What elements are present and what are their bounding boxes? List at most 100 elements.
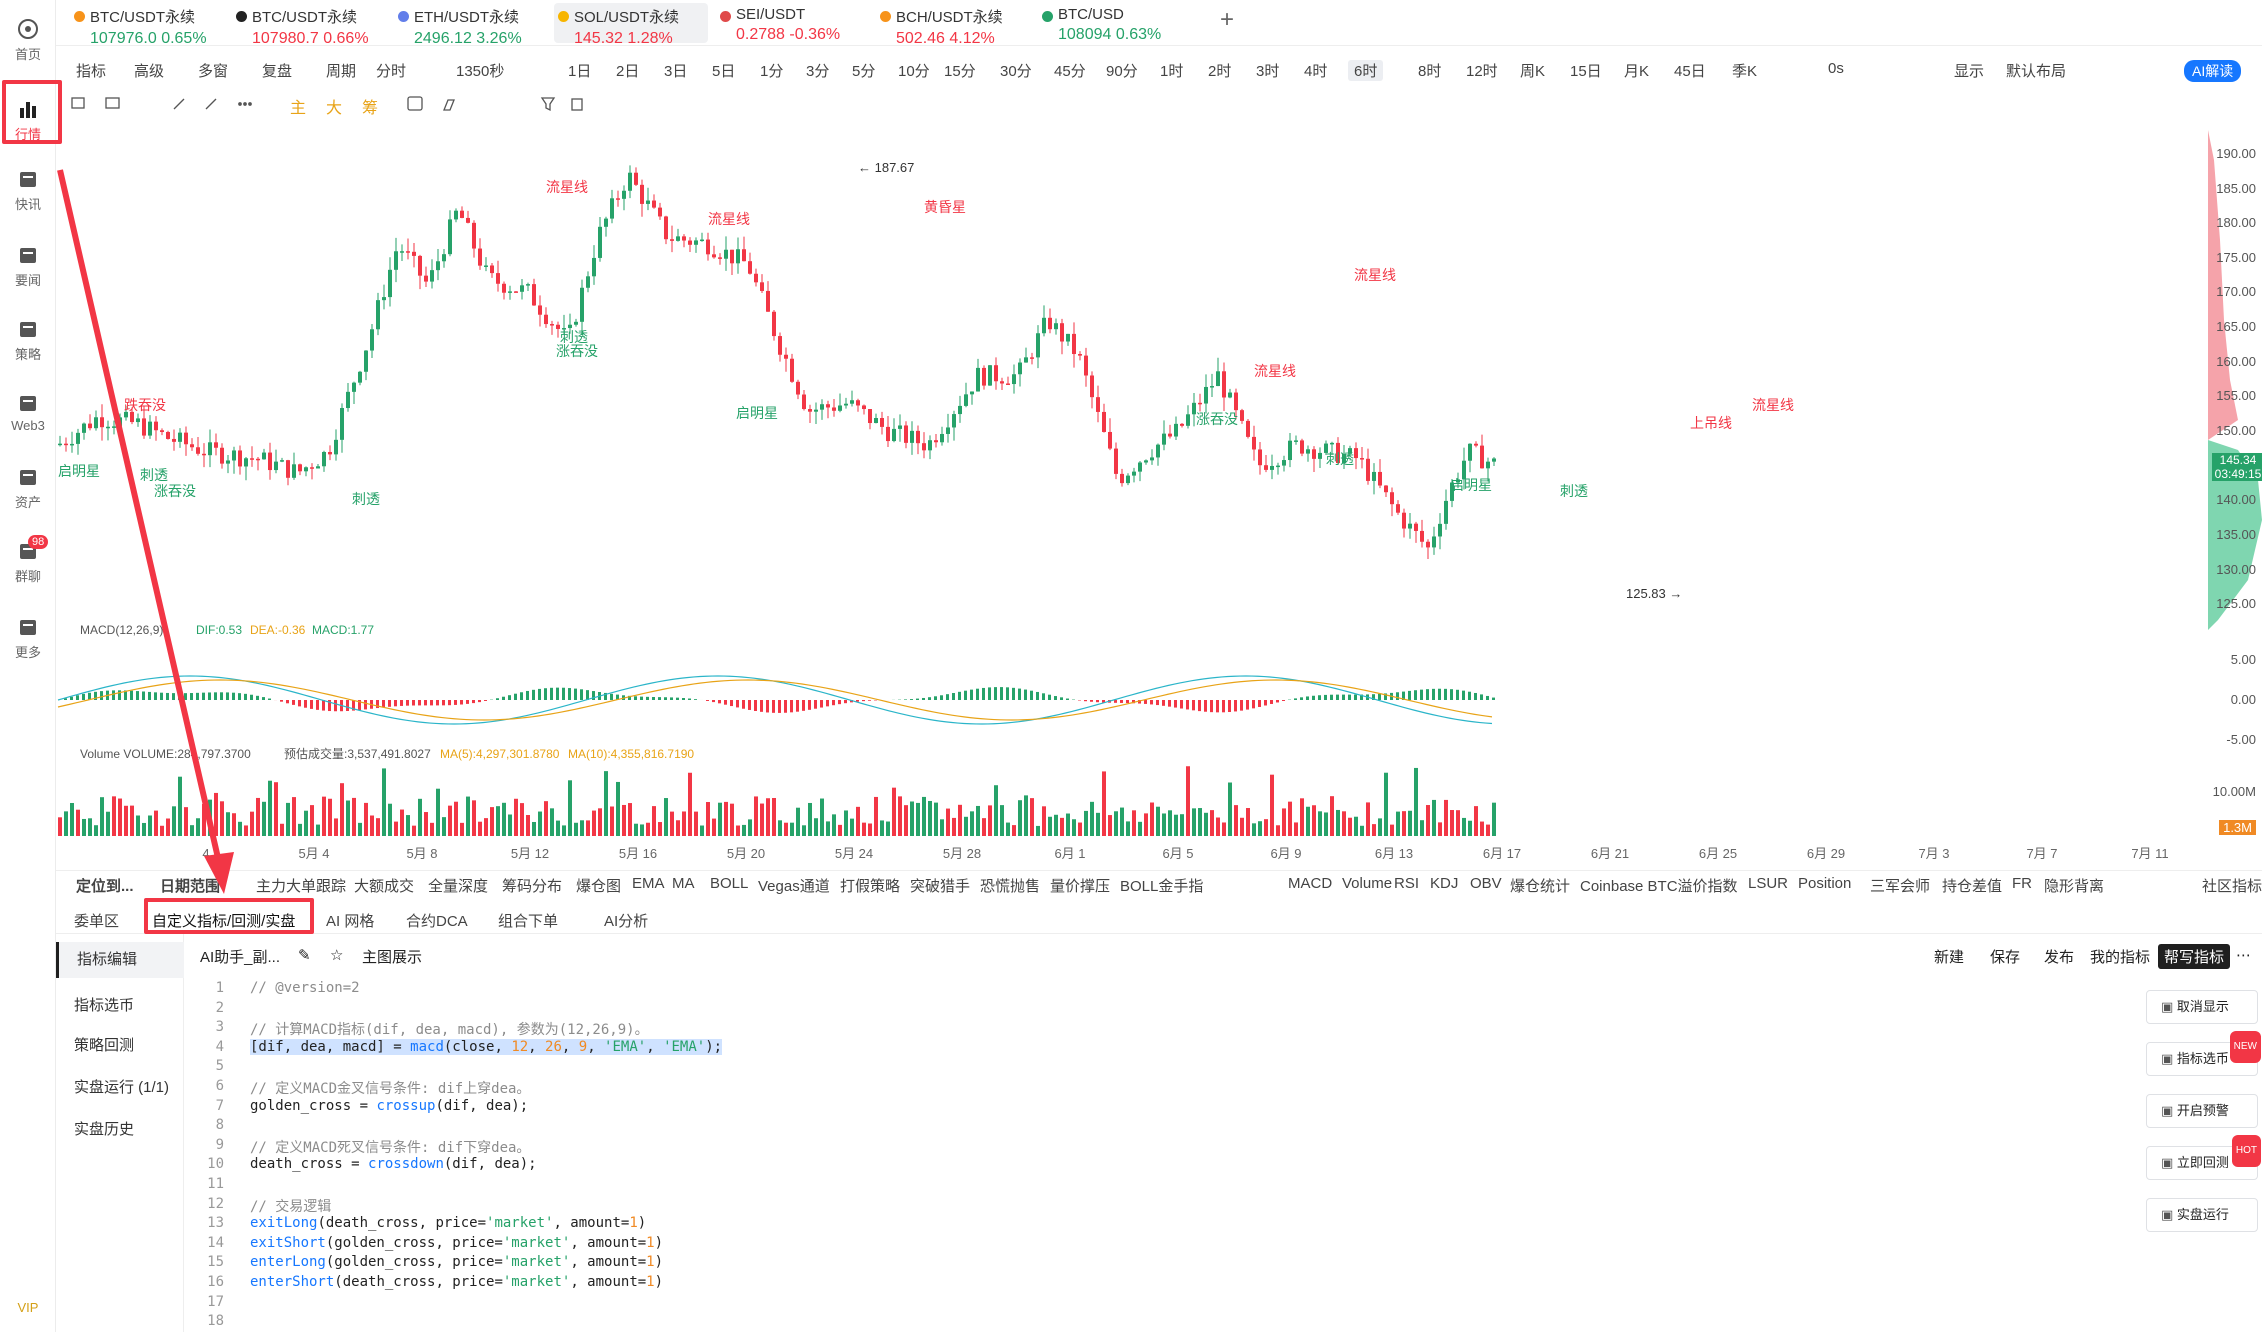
- toolbar-item[interactable]: 6时: [1348, 60, 1384, 81]
- code-line[interactable]: // @version=2: [250, 980, 360, 996]
- code-line[interactable]: // 交易逻辑: [250, 1196, 331, 1216]
- toolbar-item[interactable]: 2时: [1208, 63, 1232, 80]
- indicator-tab[interactable]: 全量深度: [428, 878, 489, 895]
- indicator-tab[interactable]: 量价撑压: [1050, 878, 1111, 895]
- editor-side-button[interactable]: ▣ 取消显示: [2146, 990, 2258, 1024]
- code-line[interactable]: // 计算MACD指标(dif, dea, macd), 参数为(12,26,9…: [250, 1019, 649, 1039]
- code-line[interactable]: enterLong(golden_cross, price='market', …: [250, 1254, 663, 1270]
- star-icon[interactable]: ☆: [330, 947, 344, 964]
- sub-indicator-tab[interactable]: Volume: [1342, 875, 1393, 892]
- toolbar-item[interactable]: 月K: [1624, 63, 1650, 80]
- editor-action[interactable]: 新建: [1934, 949, 1965, 966]
- toolbar-item[interactable]: 3时: [1256, 63, 1280, 80]
- sub-indicator-tab[interactable]: Position: [1798, 875, 1852, 892]
- ticker-tab[interactable]: ETH/USDT永续 2496.12 3.26%: [394, 3, 548, 47]
- toolbar-item[interactable]: 1时: [1160, 63, 1184, 80]
- nav-item-3[interactable]: 要闻: [0, 236, 56, 302]
- toolbar-item[interactable]: 1日: [568, 63, 592, 80]
- toolbar-item[interactable]: 1分: [760, 63, 784, 80]
- ticker-tab[interactable]: BTC/USDT永续 107980.7 0.66%: [232, 3, 386, 47]
- nav-item-4[interactable]: 策略: [0, 310, 56, 376]
- ticker-tab[interactable]: BTC/USD 108094 0.63%: [1038, 3, 1192, 43]
- indicator-tab[interactable]: EMA: [632, 875, 665, 892]
- code-line[interactable]: golden_cross = crossup(dif, dea);: [250, 1098, 528, 1114]
- code-line[interactable]: death_cross = crossdown(dif, dea);: [250, 1156, 537, 1172]
- editor-action[interactable]: 发布: [2044, 949, 2075, 966]
- sub-indicator-tab[interactable]: KDJ: [1430, 875, 1459, 892]
- toolbar-item[interactable]: 15分: [944, 63, 976, 80]
- toolbar-item[interactable]: 高级: [134, 63, 165, 80]
- strategy-menu-item[interactable]: 实盘运行 (1/1): [74, 1079, 170, 1096]
- toolbar-item[interactable]: 45日: [1674, 63, 1706, 80]
- bottom-tab[interactable]: 委单区: [74, 913, 120, 930]
- toolbar-right-item[interactable]: 显示: [1954, 63, 1985, 80]
- toolbar-item[interactable]: 3日: [664, 63, 688, 80]
- strategy-menu-item[interactable]: 指标编辑: [56, 942, 184, 978]
- ai-explain-button[interactable]: AI解读: [2184, 60, 2242, 82]
- toolbar-item[interactable]: 多窗: [198, 63, 229, 80]
- bottom-tab[interactable]: AI分析: [604, 913, 649, 930]
- strategy-menu-item[interactable]: 策略回测: [74, 1037, 135, 1054]
- drawing-tool-icons[interactable]: [56, 92, 876, 116]
- indicator-tab[interactable]: 大额成交: [354, 878, 415, 895]
- toolbar-item[interactable]: 90分: [1106, 63, 1138, 80]
- ticker-tab[interactable]: SOL/USDT永续 145.32 1.28%: [554, 3, 708, 47]
- nav-item-7[interactable]: 群聊 98: [0, 532, 56, 598]
- indicator-tab[interactable]: 主力大单跟踪: [256, 878, 347, 895]
- sub-indicator-tab[interactable]: 持仓差值: [1942, 878, 2003, 895]
- toolbar-item[interactable]: 4时: [1304, 63, 1328, 80]
- indicator-tab[interactable]: 恐慌抛售: [980, 878, 1041, 895]
- edit-icon[interactable]: ✎: [298, 947, 311, 964]
- toolbar-item[interactable]: 30分: [1000, 63, 1032, 80]
- toolbar-item[interactable]: 季K: [1732, 63, 1758, 80]
- editor-side-button[interactable]: ▣ 开启预警: [2146, 1094, 2258, 1128]
- toolbar-item[interactable]: 5日: [712, 63, 736, 80]
- sub-indicator-tab[interactable]: RSI: [1394, 875, 1420, 892]
- toolbar-item[interactable]: 1350秒: [456, 63, 505, 80]
- nav-item-0[interactable]: 首页: [0, 10, 56, 76]
- nav-item-1[interactable]: 行情: [0, 90, 56, 156]
- indicator-tab[interactable]: 打假策略: [840, 878, 901, 895]
- strategy-menu-item[interactable]: 指标选币: [74, 997, 135, 1014]
- sub-indicator-tab[interactable]: Coinbase BTC溢价指数: [1580, 878, 1738, 895]
- toolbar-item[interactable]: 2日: [616, 63, 640, 80]
- bottom-tab[interactable]: 自定义指标/回测/实盘: [152, 913, 296, 930]
- code-editor[interactable]: 1 // @version=2 2 3 // 计算MACD指标(dif, dea, ma…: [184, 974, 2084, 1332]
- toolbar-item[interactable]: 10分: [898, 63, 930, 80]
- ticker-tab[interactable]: BCH/USDT永续 502.46 4.12%: [876, 3, 1030, 47]
- sub-indicator-tab[interactable]: MACD: [1288, 875, 1333, 892]
- editor-side-button[interactable]: ▣ 实盘运行: [2146, 1198, 2258, 1232]
- toolbar-item[interactable]: 12时: [1466, 63, 1498, 80]
- script-file-name[interactable]: AI助手_副...: [200, 949, 281, 966]
- ticker-tab[interactable]: SEI/USDT 0.2788 -0.36%: [716, 3, 870, 43]
- toolbar-item[interactable]: 3分: [806, 63, 830, 80]
- indicator-tab[interactable]: 定位到...: [76, 878, 134, 895]
- toolbar-item[interactable]: 指标: [76, 63, 107, 80]
- vip-link[interactable]: VIP: [17, 1300, 39, 1315]
- editor-action[interactable]: 我的指标: [2090, 949, 2151, 966]
- community-indicators-link[interactable]: 社区指标: [2202, 878, 2262, 895]
- indicator-tab[interactable]: MA: [672, 875, 695, 892]
- nav-item-6[interactable]: 资产: [0, 458, 56, 524]
- code-line[interactable]: // 定义MACD金叉信号条件: dif上穿dea。: [250, 1078, 530, 1098]
- toolbar-item[interactable]: 15日: [1570, 63, 1602, 80]
- sub-indicator-tab[interactable]: LSUR: [1748, 875, 1789, 892]
- indicator-tab[interactable]: BOLL: [710, 875, 749, 892]
- sub-indicator-tab[interactable]: OBV: [1470, 875, 1502, 892]
- add-tab-button[interactable]: +: [1220, 6, 1235, 33]
- toolbar-right-item[interactable]: 默认布局: [2006, 63, 2067, 80]
- toolbar-item[interactable]: 复盘: [262, 63, 293, 80]
- sub-indicator-tab[interactable]: 爆仓统计: [1510, 878, 1571, 895]
- toolbar-right-item[interactable]: 0s: [1828, 60, 1844, 77]
- indicator-tab[interactable]: 筹码分布: [502, 878, 563, 895]
- strategy-menu-item[interactable]: 实盘历史: [74, 1121, 135, 1138]
- indicator-tab[interactable]: 爆仓图: [576, 878, 622, 895]
- overlay-toggle[interactable]: 主: [290, 100, 307, 117]
- bottom-tab[interactable]: 组合下单: [498, 913, 559, 930]
- toolbar-item[interactable]: 45分: [1054, 63, 1086, 80]
- nav-item-8[interactable]: 更多: [0, 608, 56, 674]
- code-line[interactable]: exitShort(golden_cross, price='market', …: [250, 1235, 663, 1251]
- indicator-tab[interactable]: Vegas通道: [758, 878, 830, 895]
- editor-side-button[interactable]: ▣ 指标选币 NEW: [2146, 1031, 2261, 1076]
